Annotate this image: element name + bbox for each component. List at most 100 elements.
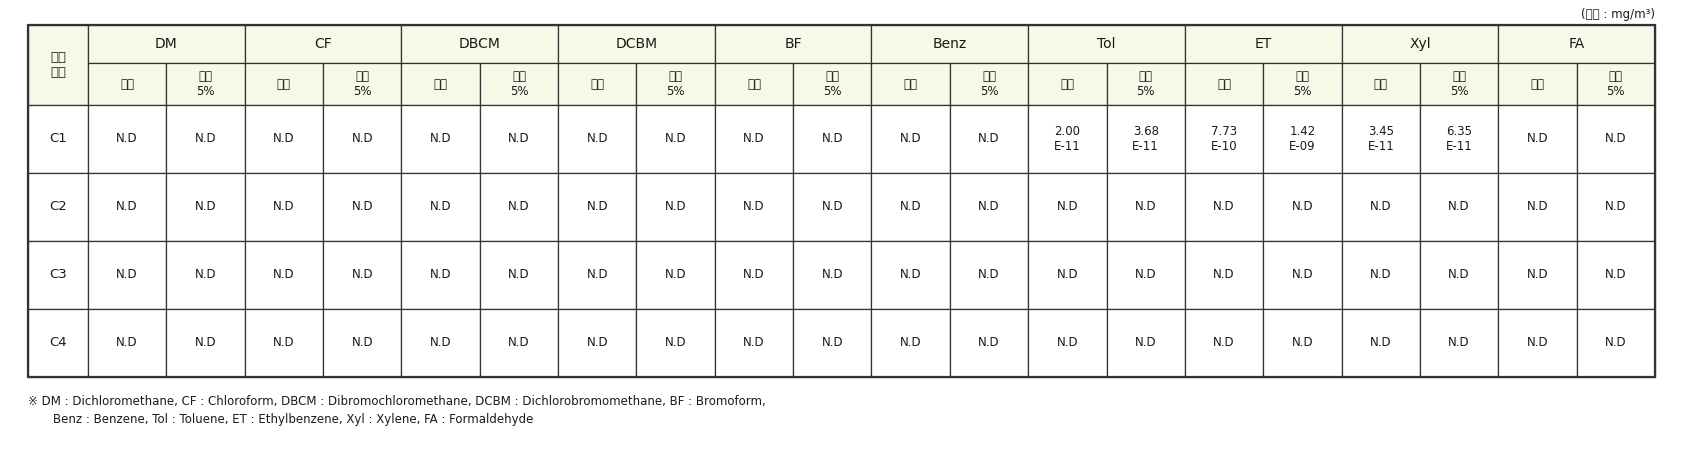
Bar	[1499, 173, 1576, 241]
Bar	[1028, 25, 1184, 63]
Text: 시료
구분: 시료 구분	[50, 51, 66, 79]
Text: N.D: N.D	[352, 337, 373, 350]
Text: 평균: 평균	[1374, 78, 1388, 91]
Text: N.D: N.D	[1527, 133, 1549, 146]
Bar	[479, 241, 558, 309]
Bar	[871, 309, 950, 377]
Text: 상위
5%: 상위 5%	[822, 70, 841, 98]
Text: N.D: N.D	[272, 337, 294, 350]
Text: C3: C3	[49, 268, 67, 282]
Text: 상위
5%: 상위 5%	[353, 70, 372, 98]
Bar	[1342, 173, 1420, 241]
Bar	[1107, 241, 1184, 309]
Bar	[1028, 241, 1107, 309]
Bar	[323, 105, 402, 173]
Bar	[29, 25, 87, 105]
Bar	[1576, 63, 1655, 105]
Text: N.D: N.D	[587, 201, 609, 213]
Bar	[636, 105, 715, 173]
Text: N.D: N.D	[508, 337, 530, 350]
Text: N.D: N.D	[743, 268, 765, 282]
Text: DCBM: DCBM	[616, 37, 658, 51]
Text: N.D: N.D	[431, 337, 451, 350]
Bar	[323, 309, 402, 377]
Text: N.D: N.D	[116, 133, 138, 146]
Bar	[794, 241, 871, 309]
Text: 상위
5%: 상위 5%	[1450, 70, 1468, 98]
Bar	[1107, 105, 1184, 173]
Text: N.D: N.D	[1448, 268, 1470, 282]
Text: 상위
5%: 상위 5%	[666, 70, 685, 98]
Text: N.D: N.D	[743, 201, 765, 213]
Text: N.D: N.D	[1056, 201, 1078, 213]
Bar	[871, 63, 950, 105]
Text: 상위
5%: 상위 5%	[981, 70, 999, 98]
Text: Tol: Tol	[1097, 37, 1115, 51]
Bar	[1342, 25, 1499, 63]
Text: N.D: N.D	[587, 337, 609, 350]
Text: 상위
5%: 상위 5%	[1293, 70, 1312, 98]
Text: N.D: N.D	[1135, 337, 1157, 350]
Bar	[950, 173, 1028, 241]
Bar	[1184, 25, 1342, 63]
Text: N.D: N.D	[979, 268, 999, 282]
Text: N.D: N.D	[900, 337, 922, 350]
Text: N.D: N.D	[1135, 268, 1157, 282]
Text: N.D: N.D	[1056, 268, 1078, 282]
Bar	[1184, 105, 1263, 173]
Bar	[29, 309, 87, 377]
Text: N.D: N.D	[1056, 337, 1078, 350]
Bar	[1499, 241, 1576, 309]
Text: 3.45
E-11: 3.45 E-11	[1367, 125, 1394, 153]
Bar	[794, 105, 871, 173]
Text: N.D: N.D	[1527, 201, 1549, 213]
Bar	[87, 25, 244, 63]
Text: N.D: N.D	[1135, 201, 1157, 213]
Text: N.D: N.D	[352, 201, 373, 213]
Bar	[29, 241, 87, 309]
Bar	[1107, 173, 1184, 241]
Bar	[479, 63, 558, 105]
Bar	[794, 63, 871, 105]
Bar	[167, 173, 244, 241]
Bar	[715, 105, 794, 173]
Text: N.D: N.D	[1213, 268, 1235, 282]
Bar	[1576, 241, 1655, 309]
Bar	[715, 309, 794, 377]
Text: N.D: N.D	[821, 133, 843, 146]
Bar	[244, 309, 323, 377]
Bar	[87, 309, 167, 377]
Bar	[715, 241, 794, 309]
Text: N.D: N.D	[1448, 201, 1470, 213]
Text: 평균: 평균	[1060, 78, 1075, 91]
Bar	[167, 63, 244, 105]
Bar	[1107, 309, 1184, 377]
Bar	[1184, 241, 1263, 309]
Text: N.D: N.D	[1292, 337, 1314, 350]
Text: N.D: N.D	[979, 133, 999, 146]
Bar	[479, 105, 558, 173]
Text: 상위
5%: 상위 5%	[197, 70, 215, 98]
Bar	[1342, 105, 1420, 173]
Bar	[1420, 241, 1499, 309]
Text: (단위 : mg/m³): (단위 : mg/m³)	[1581, 8, 1655, 21]
Bar	[244, 241, 323, 309]
Bar	[636, 63, 715, 105]
Text: N.D: N.D	[508, 201, 530, 213]
Text: 평균: 평균	[119, 78, 135, 91]
Text: ※ DM : Dichloromethane, CF : Chloroform, DBCM : Dibromochloromethane, DCBM : Dic: ※ DM : Dichloromethane, CF : Chloroform,…	[29, 395, 765, 408]
Text: N.D: N.D	[1292, 268, 1314, 282]
Text: 평균: 평균	[590, 78, 604, 91]
Bar	[1263, 309, 1342, 377]
Text: 평균: 평균	[434, 78, 447, 91]
Bar	[1420, 105, 1499, 173]
Text: N.D: N.D	[743, 337, 765, 350]
Text: N.D: N.D	[664, 268, 686, 282]
Text: 평균: 평균	[1531, 78, 1544, 91]
Bar	[950, 63, 1028, 105]
Bar	[1576, 105, 1655, 173]
Bar	[1420, 63, 1499, 105]
Text: N.D: N.D	[1213, 337, 1235, 350]
Text: C2: C2	[49, 201, 67, 213]
Text: N.D: N.D	[1369, 337, 1391, 350]
